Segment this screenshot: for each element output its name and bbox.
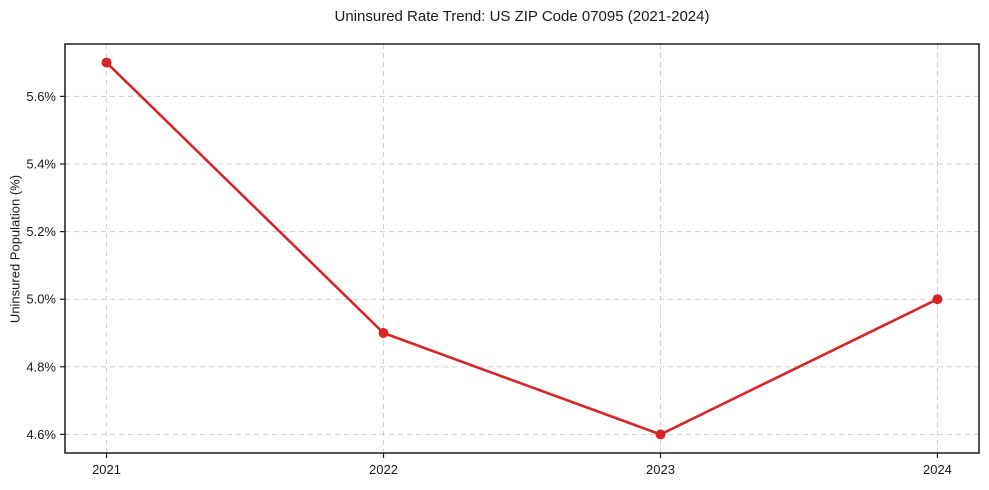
trend-line — [105, 61, 939, 436]
x-tick-label: 2024 — [923, 462, 952, 477]
x-tick-label: 2022 — [369, 462, 398, 477]
chart-title: Uninsured Rate Trend: US ZIP Code 07095 … — [334, 8, 710, 25]
y-tick-label: 5.4% — [26, 156, 56, 171]
data-point — [655, 429, 666, 440]
data-point — [101, 57, 112, 68]
y-tick-label: 5.0% — [26, 292, 56, 307]
y-tick-label: 4.6% — [26, 427, 56, 442]
y-tick-label: 4.8% — [26, 359, 56, 374]
plot-border — [64, 43, 980, 454]
x-tick-label: 2023 — [646, 462, 675, 477]
data-point — [932, 294, 943, 305]
data-point — [378, 328, 389, 339]
y-tick-label: 5.2% — [26, 224, 56, 239]
x-tick-label: 2021 — [92, 462, 121, 477]
y-tick-label: 5.6% — [26, 89, 56, 104]
